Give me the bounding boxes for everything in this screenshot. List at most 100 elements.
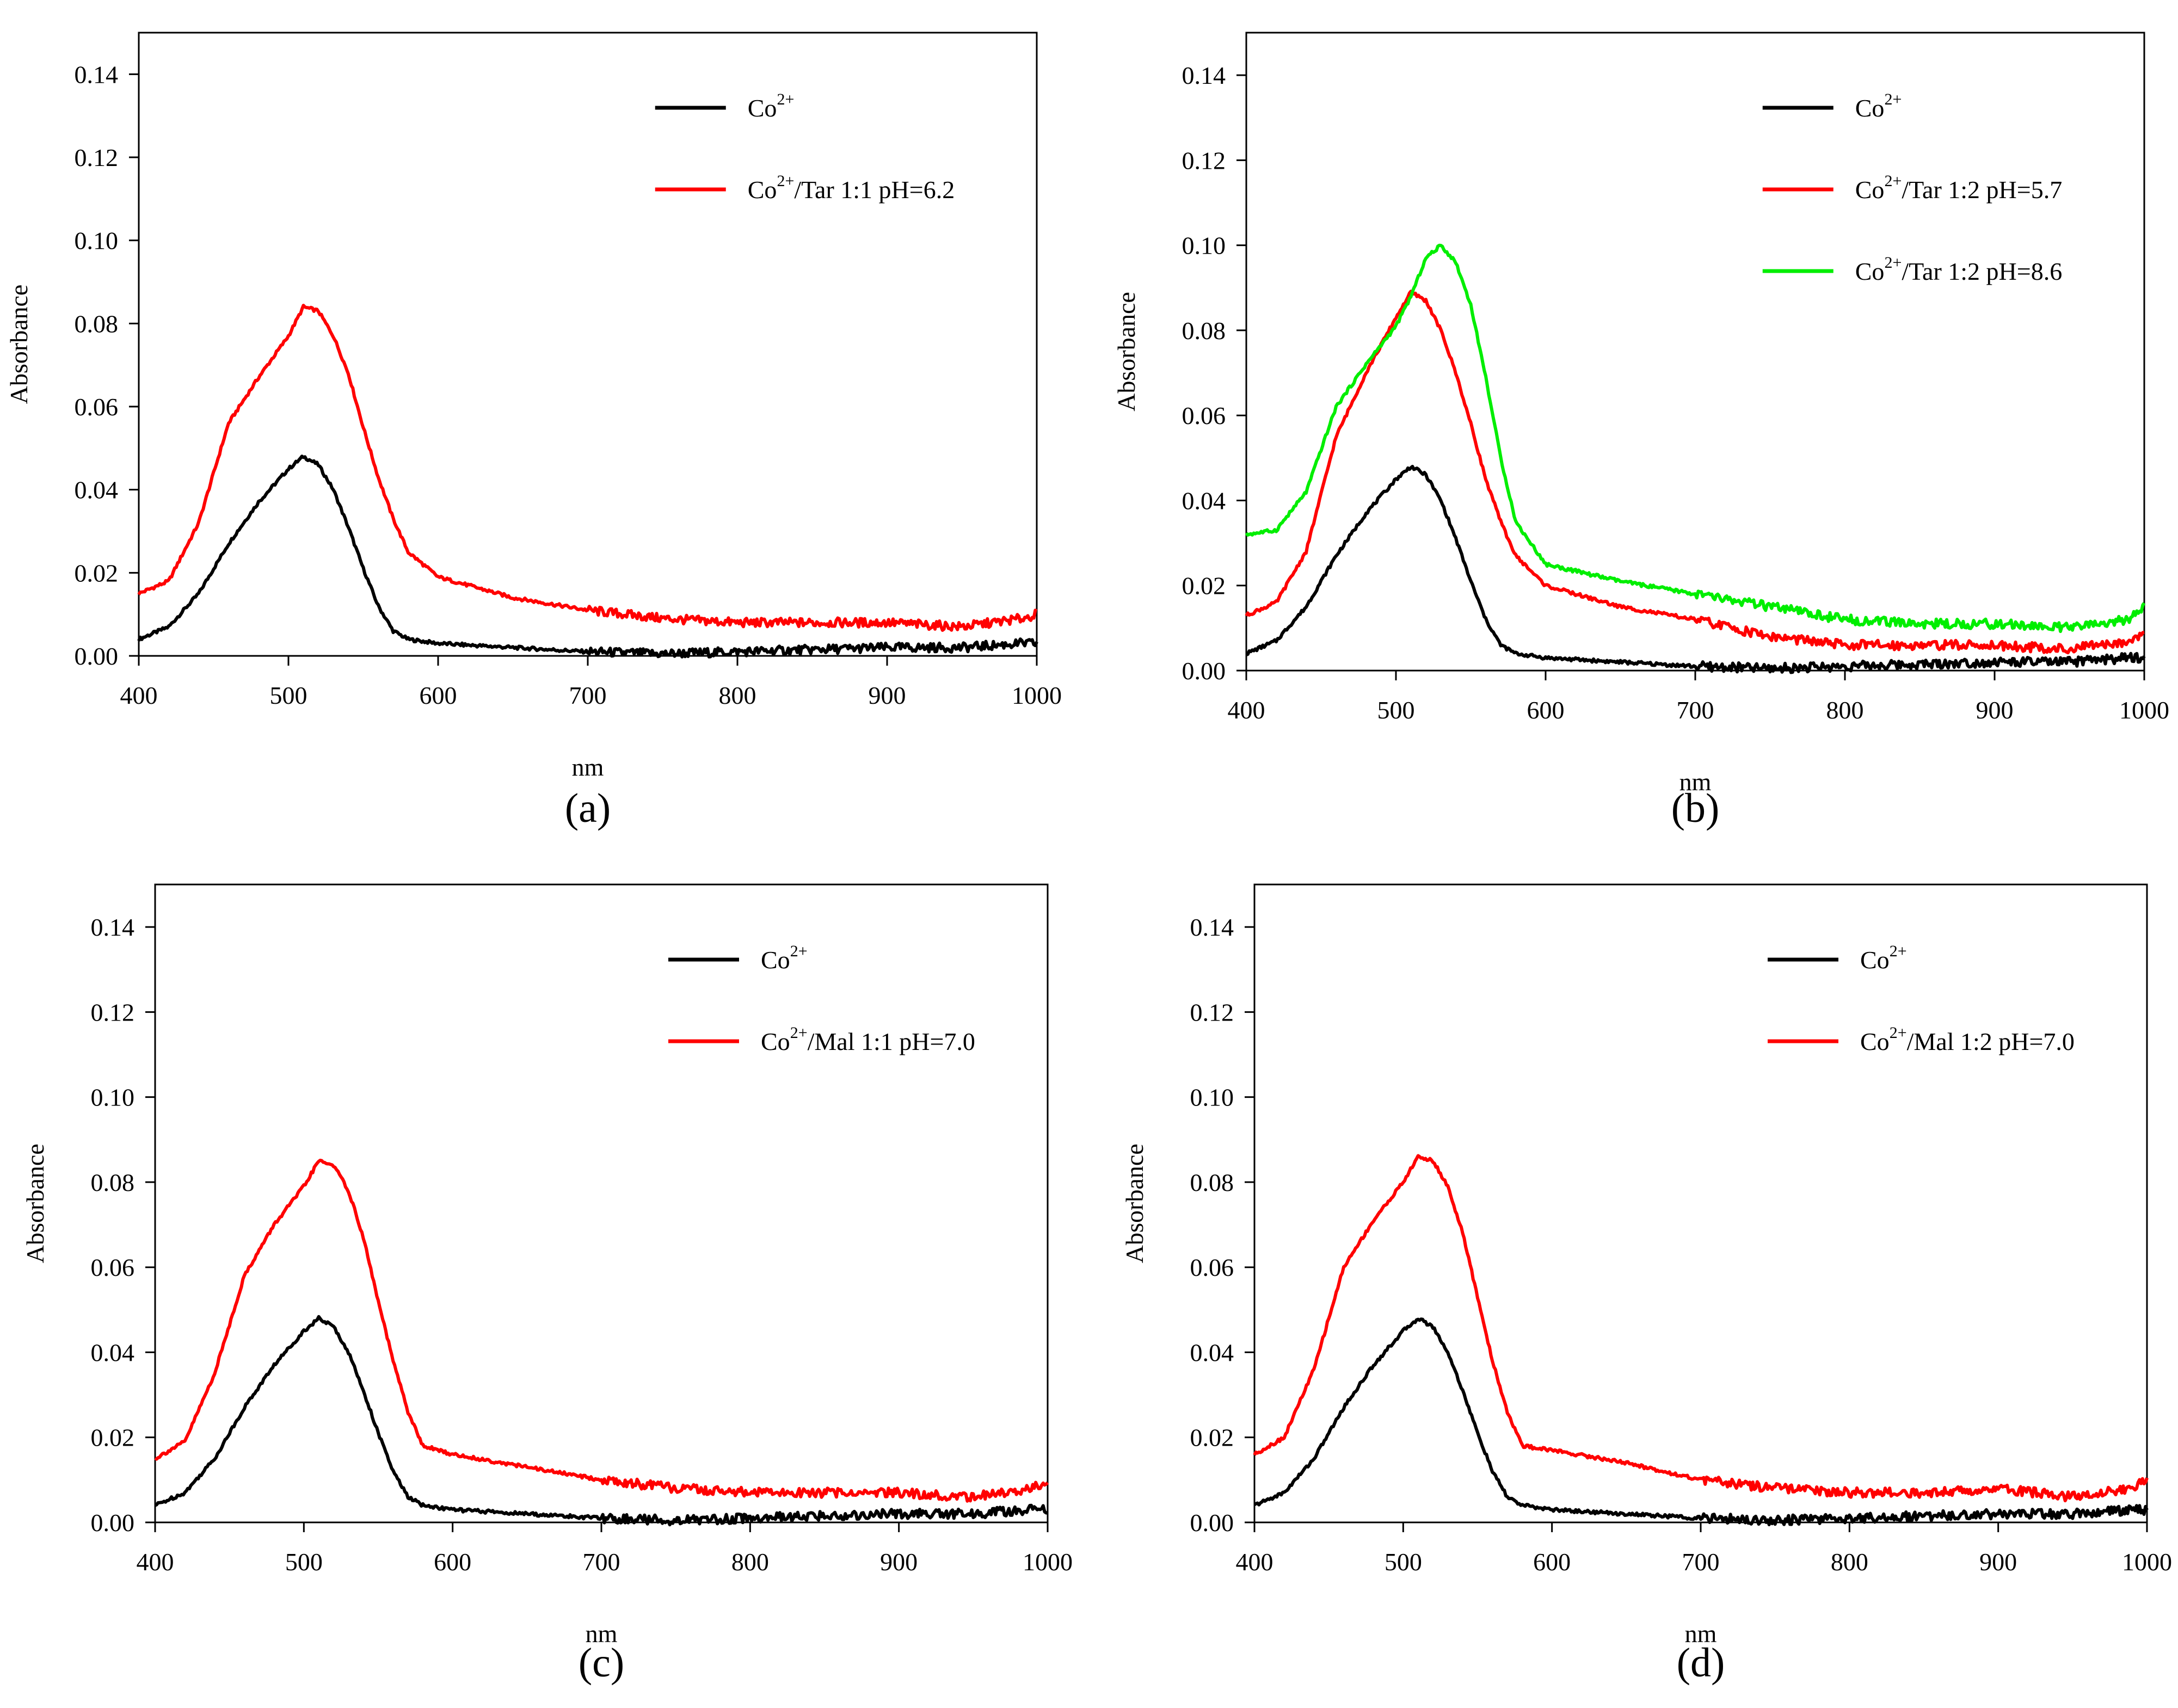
- x-tick-label: 700: [569, 681, 607, 709]
- y-tick-label: 0.06: [1190, 1254, 1234, 1281]
- legend-label-sup: 2+: [790, 1024, 808, 1042]
- y-axis-title: Absorbance: [1121, 1144, 1148, 1263]
- y-tick-label: 0.08: [91, 1169, 135, 1196]
- legend-label-base: Co: [748, 176, 777, 204]
- legend-label-rest: /Tar 1:1 pH=6.2: [794, 176, 955, 204]
- y-tick-label: 0.12: [91, 998, 135, 1026]
- series-line-1: [1245, 465, 2146, 674]
- legend-label-sup: 2+: [1884, 254, 1902, 272]
- x-tick-label: 400: [120, 681, 158, 709]
- series-line-3: [1245, 243, 2146, 633]
- legend-label-sup: 2+: [777, 90, 794, 108]
- y-tick-label: 0.14: [75, 60, 119, 88]
- series-line-2: [1253, 1154, 2149, 1503]
- legend-label: Co2+: [748, 90, 795, 122]
- y-axis-title: Absorbance: [1112, 292, 1140, 411]
- legend-label-sup: 2+: [1890, 942, 1907, 960]
- legend-label-base: Co: [1855, 176, 1885, 204]
- x-tick-label: 600: [420, 681, 457, 709]
- x-tick-label: 600: [1527, 696, 1565, 724]
- plot-frame: [138, 32, 1038, 657]
- x-axis-title: nm: [1679, 768, 1712, 796]
- legend-label: Co2+/Tar 1:2 pH=8.6: [1855, 254, 2062, 285]
- chart-panel-3: 400 500 600 700 800 900 1000 0.00 0.02 0.04 0.06 0.…: [21, 883, 1073, 1686]
- x-tick-label: 500: [1385, 1548, 1422, 1576]
- y-tick-label: 0.14: [91, 913, 135, 941]
- legend-label: Co2+/Tar 1:1 pH=6.2: [748, 172, 955, 204]
- panel-caption: (c): [579, 1640, 624, 1686]
- series-line-2: [154, 1158, 1049, 1503]
- chart-panel-2: 400 500 600 700 800 900 1000 0.00 0.02 0.04 0.06 0.…: [1112, 32, 2169, 831]
- x-tick-label: 800: [731, 1548, 769, 1576]
- x-tick-label: 600: [1533, 1548, 1571, 1576]
- y-tick-label: 0.06: [75, 393, 119, 421]
- legend-label-sup: 2+: [790, 942, 808, 960]
- legend-label-base: Co: [1860, 946, 1890, 974]
- legend-label-rest: /Tar 1:2 pH=8.6: [1902, 257, 2062, 285]
- y-tick-label: 0.10: [1190, 1084, 1234, 1111]
- y-tick-label: 0.10: [75, 227, 119, 255]
- y-tick-label: 0.04: [91, 1338, 135, 1366]
- x-tick-label: 800: [719, 681, 756, 709]
- series-line-2: [137, 304, 1038, 632]
- y-tick-label: 0.00: [91, 1509, 135, 1537]
- y-tick-label: 0.06: [1182, 402, 1226, 429]
- x-tick-label: 500: [285, 1548, 323, 1576]
- legend-label-base: Co: [1855, 257, 1885, 285]
- y-axis-title: Absorbance: [21, 1144, 49, 1263]
- x-tick-label: 1000: [1012, 681, 1062, 709]
- x-tick-label: 900: [880, 1548, 918, 1576]
- legend-label-base: Co: [1860, 1028, 1890, 1055]
- y-tick-label: 0.04: [1190, 1338, 1234, 1366]
- legend-label-rest: /Tar 1:2 pH=5.7: [1902, 176, 2062, 204]
- x-tick-label: 400: [137, 1548, 174, 1576]
- x-tick-label: 900: [1976, 696, 2014, 724]
- y-tick-label: 0.10: [91, 1084, 135, 1111]
- y-tick-label: 0.04: [75, 476, 119, 504]
- legend-label: Co2+/Mal 1:2 pH=7.0: [1860, 1024, 2075, 1055]
- x-axis-title: nm: [586, 1620, 618, 1648]
- y-tick-label: 0.02: [91, 1424, 135, 1452]
- legend-label-sup: 2+: [1884, 172, 1902, 190]
- x-tick-label: 900: [1979, 1548, 2017, 1576]
- series-line-2: [1245, 290, 2145, 655]
- x-tick-label: 1000: [2122, 1548, 2172, 1576]
- x-tick-label: 900: [869, 681, 906, 709]
- panel-caption: (a): [565, 785, 611, 831]
- series-line-1: [154, 1315, 1048, 1527]
- y-tick-label: 0.12: [75, 144, 119, 171]
- legend-label: Co2+: [761, 942, 808, 974]
- y-tick-label: 0.08: [1182, 317, 1226, 345]
- x-tick-label: 700: [1677, 696, 1714, 724]
- y-tick-label: 0.06: [91, 1254, 135, 1281]
- legend-label-rest: /Mal 1:1 pH=7.0: [808, 1028, 975, 1055]
- legend-label-base: Co: [761, 946, 790, 974]
- y-tick-label: 0.14: [1190, 913, 1234, 941]
- legend-label-base: Co: [1855, 94, 1885, 122]
- y-tick-label: 0.12: [1190, 998, 1234, 1026]
- series-line-1: [137, 454, 1038, 659]
- y-tick-label: 0.12: [1182, 146, 1226, 174]
- legend-label-sup: 2+: [1884, 90, 1902, 108]
- legend-label: Co2+: [1860, 942, 1907, 974]
- y-tick-label: 0.08: [1190, 1169, 1234, 1196]
- panel-caption: (b): [1671, 785, 1720, 831]
- legend-label-sup: 2+: [777, 172, 794, 190]
- legend-label: Co2+/Mal 1:1 pH=7.0: [761, 1024, 975, 1055]
- series-line-1: [1253, 1317, 2149, 1527]
- x-axis-title: nm: [1685, 1620, 1717, 1648]
- x-tick-label: 800: [1831, 1548, 1868, 1576]
- x-tick-label: 1000: [2119, 696, 2169, 724]
- legend-label-rest: /Mal 1:2 pH=7.0: [1907, 1028, 2075, 1055]
- x-axis-title: nm: [572, 753, 604, 781]
- legend-label-base: Co: [761, 1028, 790, 1055]
- x-tick-label: 1000: [1023, 1548, 1073, 1576]
- plot-frame: [1245, 32, 2145, 672]
- chart-panel-4: 400 500 600 700 800 900 1000 0.00 0.02 0.04 0.06 0.…: [1121, 883, 2172, 1686]
- x-tick-label: 700: [1682, 1548, 1720, 1576]
- x-tick-label: 400: [1228, 696, 1265, 724]
- y-tick-label: 0.10: [1182, 232, 1226, 260]
- y-tick-label: 0.04: [1182, 487, 1226, 514]
- panel-caption: (d): [1677, 1640, 1725, 1686]
